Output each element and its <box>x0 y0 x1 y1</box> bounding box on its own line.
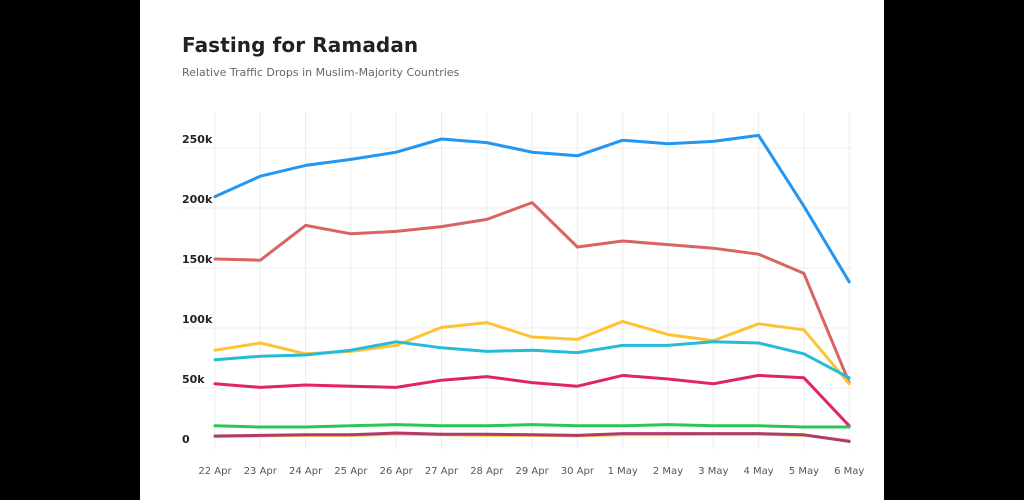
x-tick-label: 1 May <box>608 466 638 477</box>
x-tick-label: 22 Apr <box>198 466 232 477</box>
x-tick-label: 24 Apr <box>289 466 323 477</box>
series-layer <box>213 133 851 443</box>
chart-card: Fasting for Ramadan Relative Traffic Dro… <box>140 0 884 500</box>
x-tick-label: 25 Apr <box>334 466 368 477</box>
x-tick-label: 27 Apr <box>425 466 459 477</box>
x-tick-label: 30 Apr <box>561 466 595 477</box>
y-tick-label: 100k <box>182 313 213 326</box>
series-line <box>213 373 851 428</box>
x-tick-label: 26 Apr <box>380 466 414 477</box>
x-tick-label: 5 May <box>789 466 819 477</box>
grid-layer <box>182 112 852 449</box>
y-tick-label: 250k <box>182 133 213 146</box>
y-tick-label: 150k <box>182 253 213 266</box>
x-tick-label: 6 May <box>834 466 864 477</box>
y-tick-label: 50k <box>182 373 205 386</box>
series-line <box>213 431 851 443</box>
chart-subtitle: Relative Traffic Drops in Muslim-Majorit… <box>182 66 460 79</box>
x-tick-label: 4 May <box>743 466 773 477</box>
x-tick-label: 29 Apr <box>515 466 549 477</box>
y-tick-label: 0 <box>182 433 190 446</box>
series-line <box>213 133 851 284</box>
x-tick-label: 23 Apr <box>244 466 278 477</box>
y-axis-ticks: 0 50k 100k 150k 200k 250k <box>182 133 213 446</box>
series-line <box>213 340 851 380</box>
x-tick-label: 28 Apr <box>470 466 504 477</box>
x-tick-label: 2 May <box>653 466 683 477</box>
series-line <box>213 423 851 429</box>
y-tick-label: 200k <box>182 193 213 206</box>
x-tick-label: 3 May <box>698 466 728 477</box>
x-axis-ticks: 22 Apr 23 Apr 24 Apr 25 Apr 26 Apr 27 Apr 28 A… <box>198 466 864 477</box>
chart-title: Fasting for Ramadan <box>182 33 419 57</box>
series-line <box>213 201 851 385</box>
